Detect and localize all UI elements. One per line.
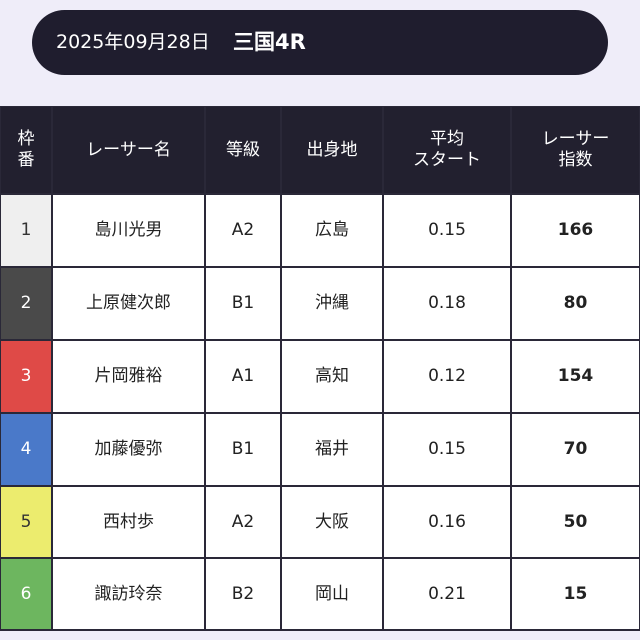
frame-number: 1 (1, 195, 51, 266)
grade: B1 (206, 268, 280, 339)
column-header: 枠番 (1, 107, 51, 193)
racer-index: 70 (512, 414, 639, 485)
race-name: 三国4R (233, 30, 306, 54)
column-header: 出身地 (282, 107, 382, 193)
racer-name: 加藤優弥 (53, 414, 204, 485)
header-line: 指数 (558, 150, 593, 170)
racer-name: 島川光男 (53, 195, 204, 266)
hometown: 広島 (282, 195, 382, 266)
avg-start: 0.21 (384, 559, 510, 629)
racer-index: 15 (512, 559, 639, 629)
avg-start: 0.12 (384, 341, 510, 412)
avg-start: 0.16 (384, 487, 510, 557)
hometown: 岡山 (282, 559, 382, 629)
racer-table: 枠番レーサー名 等級 出身地 平均 スタート レーサー 指数 1 島川光男 A2 広島 0.15 166… (0, 106, 640, 631)
racer-index: 50 (512, 487, 639, 557)
header-line: 等級 (226, 139, 260, 160)
grade: B1 (206, 414, 280, 485)
hometown: 大阪 (282, 487, 382, 557)
racer-name: 西村歩 (53, 487, 204, 557)
frame-number: 5 (1, 487, 51, 557)
column-header: レーサー名 (53, 107, 204, 193)
hometown: 福井 (282, 414, 382, 485)
racer-index: 166 (512, 195, 639, 266)
racer-name: 上原健次郎 (53, 268, 204, 339)
column-header: 等級 (206, 107, 280, 193)
frame-number: 3 (1, 341, 51, 412)
hometown: 高知 (282, 341, 382, 412)
grade: A2 (206, 487, 280, 557)
race-date: 2025年09月28日 (56, 31, 210, 53)
frame-number: 2 (1, 268, 51, 339)
racer-name: 諏訪玲奈 (53, 559, 204, 629)
avg-start: 0.15 (384, 414, 510, 485)
header-line: 出身地 (306, 139, 358, 160)
column-header: レーサー 指数 (512, 107, 639, 193)
frame-number: 4 (1, 414, 51, 485)
header-line: 平均 (430, 129, 464, 149)
column-header: 平均 スタート (384, 107, 510, 193)
frame-number: 6 (1, 559, 51, 629)
racer-name: 片岡雅裕 (53, 341, 204, 412)
racer-index: 80 (512, 268, 639, 339)
hometown: 沖縄 (282, 268, 382, 339)
header-line: レーサー (541, 129, 610, 149)
header-line: スタート (413, 150, 481, 170)
racer-index: 154 (512, 341, 639, 412)
grade: B2 (206, 559, 280, 629)
grade: A1 (206, 341, 280, 412)
avg-start: 0.18 (384, 268, 510, 339)
race-header: 2025年09月28日 三国4R (32, 10, 608, 75)
header-line: レーサー名 (86, 139, 171, 160)
header-line: 番 (17, 150, 35, 170)
avg-start: 0.15 (384, 195, 510, 266)
grade: A2 (206, 195, 280, 266)
header-line: 枠 (17, 129, 35, 149)
